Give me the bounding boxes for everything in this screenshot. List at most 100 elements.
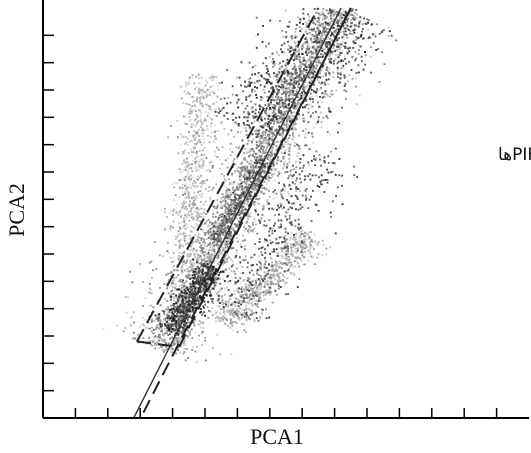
density-point	[314, 48, 317, 51]
density-point	[321, 254, 324, 257]
density-point	[304, 30, 307, 33]
density-point	[310, 67, 313, 70]
density-point	[195, 152, 198, 155]
density-point	[226, 198, 229, 200]
density-point	[296, 257, 298, 260]
density-point	[178, 319, 181, 322]
density-point	[279, 280, 282, 282]
density-point	[204, 111, 207, 113]
density-point	[277, 63, 280, 66]
density-point	[177, 230, 180, 232]
density-point	[167, 334, 170, 336]
density-point	[184, 298, 187, 301]
density-point	[306, 47, 308, 50]
density-point	[222, 308, 225, 311]
density-point	[288, 261, 291, 264]
density-point	[186, 293, 189, 296]
density-point	[333, 18, 336, 21]
density-point	[314, 46, 316, 49]
density-point	[188, 93, 191, 95]
density-point	[198, 150, 201, 152]
density-point	[167, 329, 170, 332]
density-point	[276, 174, 279, 177]
density-point	[201, 164, 203, 167]
density-point	[207, 280, 210, 283]
density-point	[185, 262, 188, 264]
density-point	[240, 174, 243, 176]
density-point	[283, 51, 286, 54]
density-point	[230, 193, 233, 196]
density-point	[167, 311, 170, 314]
density-point	[191, 274, 194, 277]
density-point	[289, 106, 291, 109]
density-point	[216, 292, 218, 295]
density-point	[262, 299, 265, 302]
density-point	[196, 115, 198, 118]
density-point	[198, 255, 201, 257]
density-point	[259, 140, 262, 143]
density-point	[278, 118, 280, 121]
density-point	[289, 84, 292, 87]
density-point	[286, 92, 289, 95]
density-point	[238, 188, 241, 190]
density-point	[263, 271, 266, 274]
density-point	[336, 68, 339, 71]
density-point	[286, 211, 289, 214]
density-point	[294, 250, 297, 253]
density-point	[188, 292, 191, 295]
density-point	[287, 255, 290, 258]
density-point	[224, 300, 227, 303]
density-point	[197, 281, 200, 284]
density-point	[267, 105, 270, 108]
density-point	[241, 258, 244, 261]
density-point	[263, 169, 266, 172]
density-point	[298, 102, 301, 105]
density-point	[271, 111, 274, 114]
density-point	[258, 191, 261, 194]
density-point	[294, 73, 297, 76]
density-point	[227, 234, 230, 236]
density-point	[277, 280, 280, 283]
density-point	[209, 196, 212, 199]
density-point	[245, 316, 248, 319]
density-point	[224, 242, 227, 245]
density-point	[198, 269, 201, 272]
density-point	[181, 326, 184, 329]
density-point	[236, 156, 239, 159]
density-point	[187, 254, 190, 257]
density-point	[274, 278, 276, 281]
density-point	[187, 176, 190, 178]
density-point	[243, 151, 246, 154]
density-point	[255, 290, 258, 293]
density-point	[255, 180, 258, 183]
density-point	[161, 338, 164, 340]
density-point	[194, 283, 197, 285]
density-point	[189, 281, 192, 284]
density-point	[335, 29, 337, 32]
density-point	[273, 214, 276, 217]
density-point	[261, 116, 264, 119]
density-point	[312, 112, 314, 114]
density-point	[282, 263, 284, 266]
density-point	[292, 94, 295, 97]
density-point	[307, 111, 310, 114]
density-point	[192, 135, 195, 138]
density-point	[190, 167, 193, 169]
density-point	[206, 283, 209, 285]
density-point	[327, 94, 329, 97]
density-point	[151, 344, 154, 347]
density-point	[203, 119, 206, 122]
density-point	[165, 320, 168, 323]
density-point	[333, 30, 336, 33]
density-point	[303, 244, 305, 246]
density-point	[342, 11, 345, 14]
density-point	[232, 199, 235, 202]
density-point	[178, 308, 181, 311]
density-point	[190, 154, 193, 157]
density-point	[179, 186, 181, 189]
density-point	[304, 239, 307, 242]
density-point	[275, 260, 278, 263]
density-point	[194, 298, 197, 301]
density-point	[166, 250, 169, 252]
